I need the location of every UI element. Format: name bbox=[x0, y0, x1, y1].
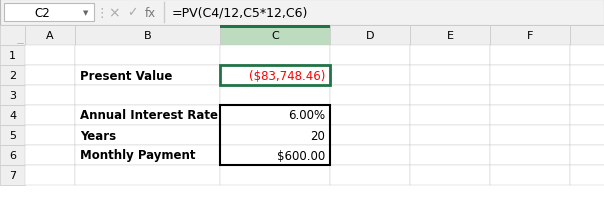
Bar bbox=[25, 125, 75, 145]
Bar bbox=[490, 145, 570, 165]
Bar bbox=[0, 105, 25, 125]
Bar bbox=[0, 85, 25, 105]
Bar bbox=[410, 165, 490, 185]
Text: =PV(C4/12,C5*12,C6): =PV(C4/12,C5*12,C6) bbox=[172, 6, 309, 19]
Bar bbox=[490, 125, 570, 145]
Bar bbox=[410, 145, 490, 165]
Text: Present Value: Present Value bbox=[80, 69, 172, 82]
Bar bbox=[570, 85, 604, 105]
Text: ✓: ✓ bbox=[127, 6, 137, 19]
Bar bbox=[220, 165, 330, 185]
Bar bbox=[490, 165, 570, 185]
Bar bbox=[490, 26, 570, 46]
Bar bbox=[75, 125, 220, 145]
Bar bbox=[0, 0, 604, 26]
Bar bbox=[4, 4, 94, 22]
Text: fx: fx bbox=[144, 6, 156, 19]
Bar bbox=[0, 66, 25, 85]
Text: F: F bbox=[527, 31, 533, 41]
Text: 6.00%: 6.00% bbox=[288, 109, 325, 122]
Bar bbox=[220, 145, 330, 165]
Text: B: B bbox=[144, 31, 152, 41]
Text: Monthly Payment: Monthly Payment bbox=[80, 149, 196, 162]
Text: ($83,748.46): ($83,748.46) bbox=[249, 69, 325, 82]
Bar bbox=[75, 46, 220, 66]
Text: D: D bbox=[366, 31, 374, 41]
Bar bbox=[220, 85, 330, 105]
Bar bbox=[410, 26, 490, 46]
Text: C2: C2 bbox=[34, 6, 50, 19]
Bar bbox=[75, 66, 220, 85]
Bar bbox=[75, 85, 220, 105]
Bar bbox=[330, 46, 410, 66]
Bar bbox=[25, 66, 75, 85]
Bar bbox=[570, 26, 604, 46]
Text: Annual Interest Rate: Annual Interest Rate bbox=[80, 109, 218, 122]
Text: 2: 2 bbox=[9, 71, 16, 81]
Text: E: E bbox=[446, 31, 454, 41]
Text: ⋮: ⋮ bbox=[96, 6, 108, 19]
Bar bbox=[330, 125, 410, 145]
Bar bbox=[220, 105, 330, 165]
Bar bbox=[410, 105, 490, 125]
Text: Years: Years bbox=[80, 129, 116, 142]
Bar bbox=[75, 105, 220, 125]
Bar bbox=[220, 66, 330, 85]
Text: 4: 4 bbox=[9, 110, 16, 121]
Bar bbox=[410, 66, 490, 85]
Bar bbox=[220, 26, 330, 46]
Bar bbox=[0, 26, 25, 46]
Bar bbox=[25, 145, 75, 165]
Bar bbox=[25, 46, 75, 66]
Bar bbox=[490, 66, 570, 85]
Bar bbox=[0, 46, 25, 66]
Bar bbox=[410, 85, 490, 105]
Text: 5: 5 bbox=[9, 130, 16, 140]
Text: 3: 3 bbox=[9, 91, 16, 101]
Bar bbox=[75, 145, 220, 165]
Bar bbox=[220, 26, 330, 29]
Text: ▼: ▼ bbox=[83, 10, 89, 16]
Bar bbox=[570, 145, 604, 165]
Bar bbox=[490, 46, 570, 66]
Text: 20: 20 bbox=[310, 129, 325, 142]
Text: C: C bbox=[271, 31, 279, 41]
Bar bbox=[330, 165, 410, 185]
Bar bbox=[75, 26, 220, 46]
Bar bbox=[220, 46, 330, 66]
Bar bbox=[220, 105, 330, 125]
Text: $600.00: $600.00 bbox=[277, 149, 325, 162]
Bar bbox=[220, 66, 330, 85]
Bar bbox=[25, 105, 75, 125]
Bar bbox=[330, 145, 410, 165]
Bar bbox=[0, 145, 25, 165]
Bar bbox=[330, 66, 410, 85]
Bar bbox=[490, 105, 570, 125]
Bar bbox=[570, 165, 604, 185]
Bar bbox=[75, 165, 220, 185]
Text: 6: 6 bbox=[9, 150, 16, 160]
Bar bbox=[410, 125, 490, 145]
Bar bbox=[490, 85, 570, 105]
Bar bbox=[410, 46, 490, 66]
Bar bbox=[330, 105, 410, 125]
Bar bbox=[330, 85, 410, 105]
Bar bbox=[0, 125, 25, 145]
Bar bbox=[570, 66, 604, 85]
Text: A: A bbox=[46, 31, 54, 41]
Bar bbox=[330, 26, 410, 46]
Bar bbox=[25, 85, 75, 105]
Bar bbox=[25, 26, 75, 46]
Bar bbox=[570, 125, 604, 145]
Bar bbox=[570, 46, 604, 66]
Bar bbox=[220, 125, 330, 145]
Bar bbox=[25, 165, 75, 185]
Bar bbox=[0, 165, 25, 185]
Text: 7: 7 bbox=[9, 170, 16, 180]
Text: ×: × bbox=[108, 6, 120, 20]
Bar bbox=[570, 105, 604, 125]
Text: 1: 1 bbox=[9, 51, 16, 61]
